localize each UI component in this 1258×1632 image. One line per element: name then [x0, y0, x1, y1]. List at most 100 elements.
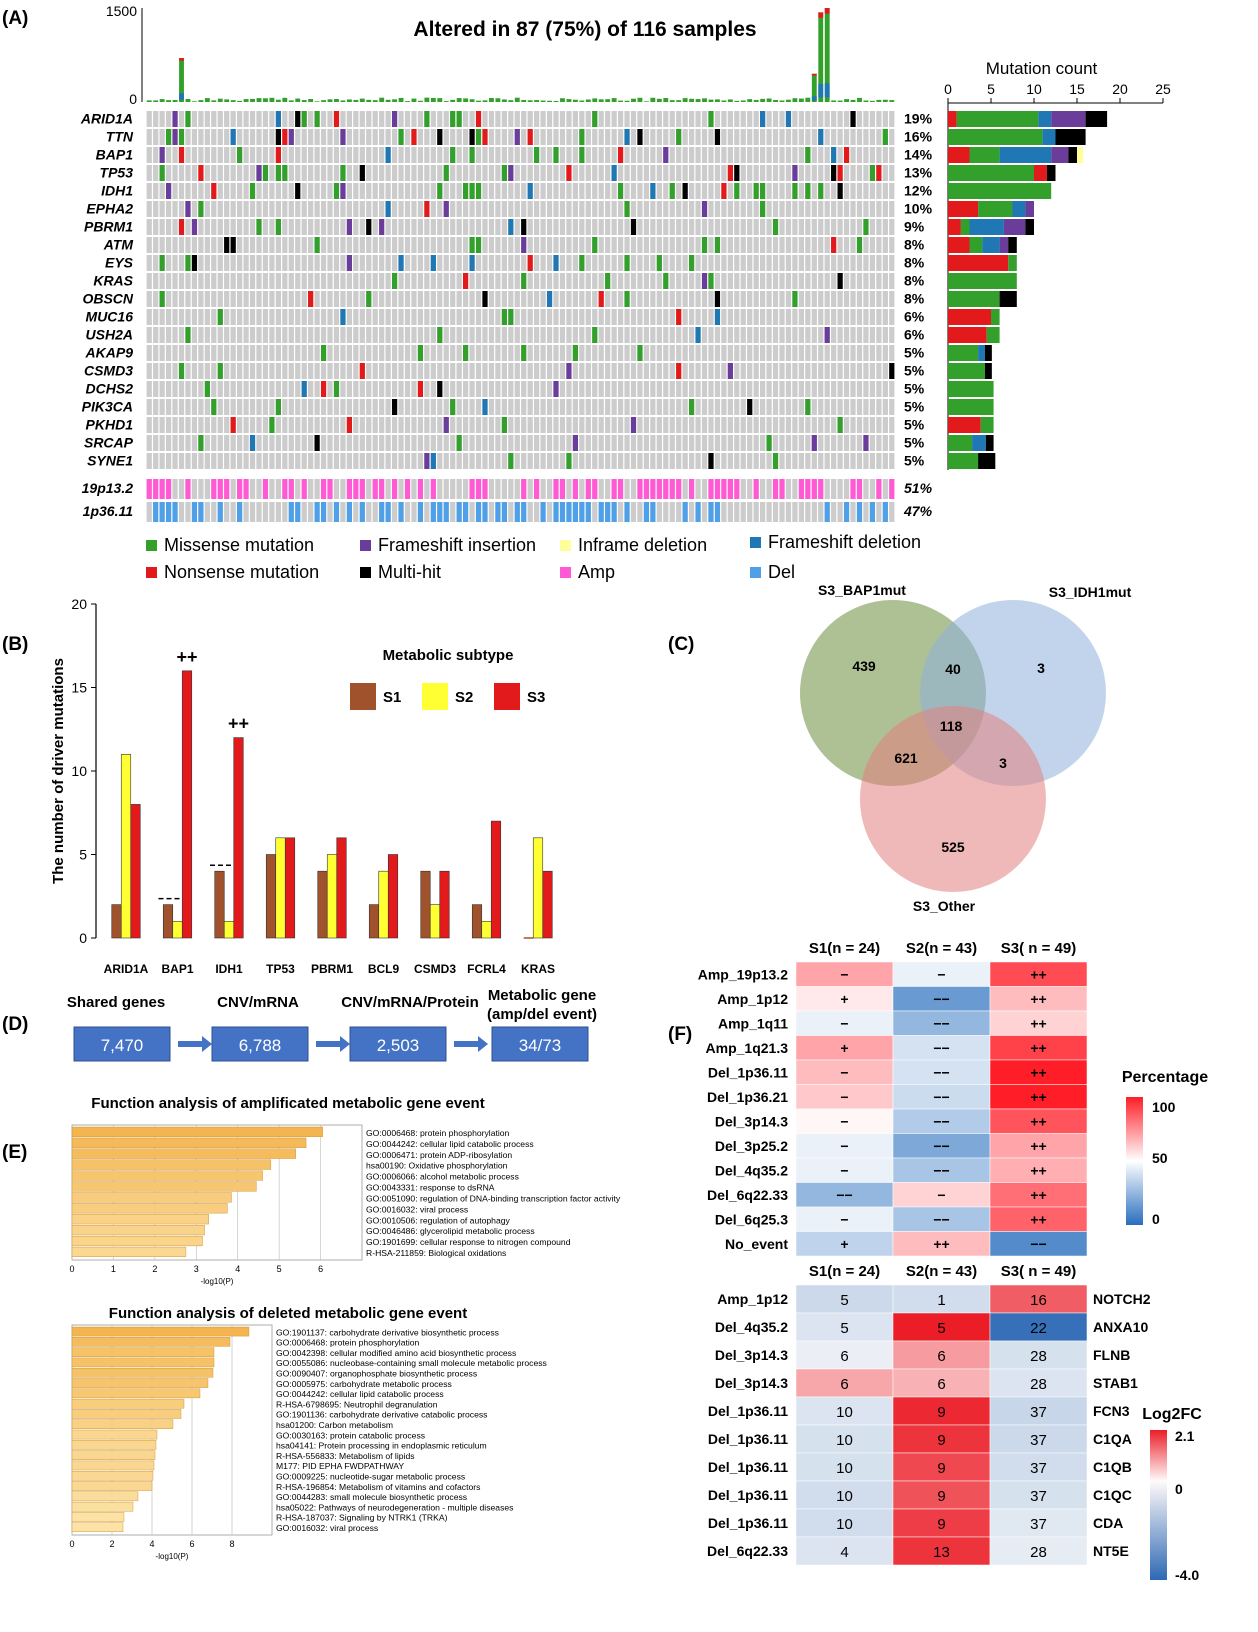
mutation-cell	[508, 237, 514, 253]
mutation-cell	[320, 255, 327, 271]
mutation-cell	[327, 219, 333, 235]
mutation-cell	[159, 435, 165, 451]
mutation-cell	[508, 111, 514, 127]
mutation-cell	[282, 147, 288, 163]
f1-cell-label: −	[840, 1211, 848, 1227]
mutation-cell	[198, 201, 204, 217]
mutation-cell	[669, 147, 675, 163]
mutation-cell	[876, 255, 882, 271]
mutation-cell	[598, 165, 604, 181]
mutation-cell	[682, 327, 688, 343]
mutation-cell	[359, 147, 365, 163]
mutation-cell	[198, 111, 204, 127]
tmb-bar-segment	[811, 96, 817, 101]
tmb-bar	[211, 100, 217, 102]
mutation-cell	[579, 147, 585, 163]
tmb-bar	[417, 100, 423, 102]
mutation-cell	[191, 273, 198, 289]
mutation-cell	[372, 129, 378, 145]
mutation-cell	[592, 417, 598, 433]
cnv-cell	[450, 479, 456, 499]
mutation-cell	[211, 183, 217, 199]
mutation-cell	[391, 201, 398, 217]
mutation-cell	[869, 291, 876, 307]
mutation-cell	[559, 201, 566, 217]
f2-cell	[989, 1452, 1088, 1482]
f2-cell-count: 4	[840, 1544, 848, 1561]
f1-cell-label: ++	[1030, 1113, 1046, 1129]
mutation-cell	[391, 399, 398, 415]
mutation-cell	[598, 111, 604, 127]
mutation-cell	[488, 237, 495, 253]
enrichment-term-label: GO:0006066: alcohol metabolic process	[366, 1172, 519, 1182]
mutation-cell	[482, 435, 488, 451]
mutation-cell	[663, 345, 669, 361]
mutation-cell	[837, 381, 843, 397]
mutation-cell	[469, 417, 475, 433]
mutation-cell	[327, 147, 333, 163]
mutation-cell	[243, 399, 249, 415]
gene-label-SRCAP: SRCAP	[84, 435, 134, 451]
mutation-cell	[585, 363, 591, 379]
mutation-cell	[482, 111, 488, 127]
mutation-cell	[508, 453, 514, 469]
cnv-cell	[747, 479, 753, 499]
mutation-cell	[798, 201, 805, 217]
cnv-cell	[747, 502, 753, 522]
mutation-cell	[224, 399, 230, 415]
mutation-cell	[617, 381, 624, 397]
mutation-cell	[843, 237, 850, 253]
mutation-cell	[766, 111, 772, 127]
mutation-cell	[701, 165, 708, 181]
mutation-cell	[404, 363, 411, 379]
mutation-cell	[824, 327, 830, 343]
mutation-cell	[734, 327, 740, 343]
mutation-cell	[314, 111, 320, 127]
mutation-cell	[688, 435, 695, 451]
mutation-cell	[185, 129, 191, 145]
mutation-cell	[837, 309, 843, 325]
mutation-cell	[359, 345, 365, 361]
mutation-cell	[417, 399, 424, 415]
mutation-cell	[643, 381, 650, 397]
mutation-cell	[424, 345, 430, 361]
mutation-cell	[534, 327, 540, 343]
mutation-cell	[572, 201, 579, 217]
mutation-cell	[249, 165, 256, 181]
mutation-cell	[637, 435, 643, 451]
mutation-cell	[178, 453, 185, 469]
mutation-cell	[876, 399, 882, 415]
mutation-cell	[566, 129, 572, 145]
cnv-cell	[837, 502, 843, 522]
cnv-cell	[869, 479, 876, 499]
mutation-cell	[333, 453, 340, 469]
mutation-cell	[611, 111, 617, 127]
mutation-cell	[650, 345, 656, 361]
bar-S2-ARID1A	[120, 753, 132, 939]
tmb-bar	[179, 58, 184, 102]
mutation-cell	[540, 147, 546, 163]
mutation-cell	[798, 399, 805, 415]
mutation-cell	[579, 183, 585, 199]
tmb-bar	[430, 97, 436, 102]
cnv-cell	[714, 502, 721, 522]
cnv-cell	[592, 502, 598, 522]
tmb-bar	[437, 98, 443, 102]
mutation-cell	[456, 147, 462, 163]
mutation-cell	[333, 309, 340, 325]
mutation-cell	[417, 381, 424, 397]
cnv-cell	[650, 502, 656, 522]
mutation-cell	[327, 399, 333, 415]
mutation-cell	[792, 165, 798, 181]
mutation-cell	[760, 165, 766, 181]
mutation-cell	[501, 255, 507, 271]
mutation-cell	[695, 147, 701, 163]
mutation-cell	[398, 327, 404, 343]
mutation-cell	[327, 111, 333, 127]
tmb-bar	[353, 99, 359, 102]
tmb-bar	[514, 97, 520, 102]
cnv-cell	[753, 479, 759, 499]
gene-percent-TP53: 13%	[904, 165, 933, 181]
mutation-cell	[230, 291, 236, 307]
